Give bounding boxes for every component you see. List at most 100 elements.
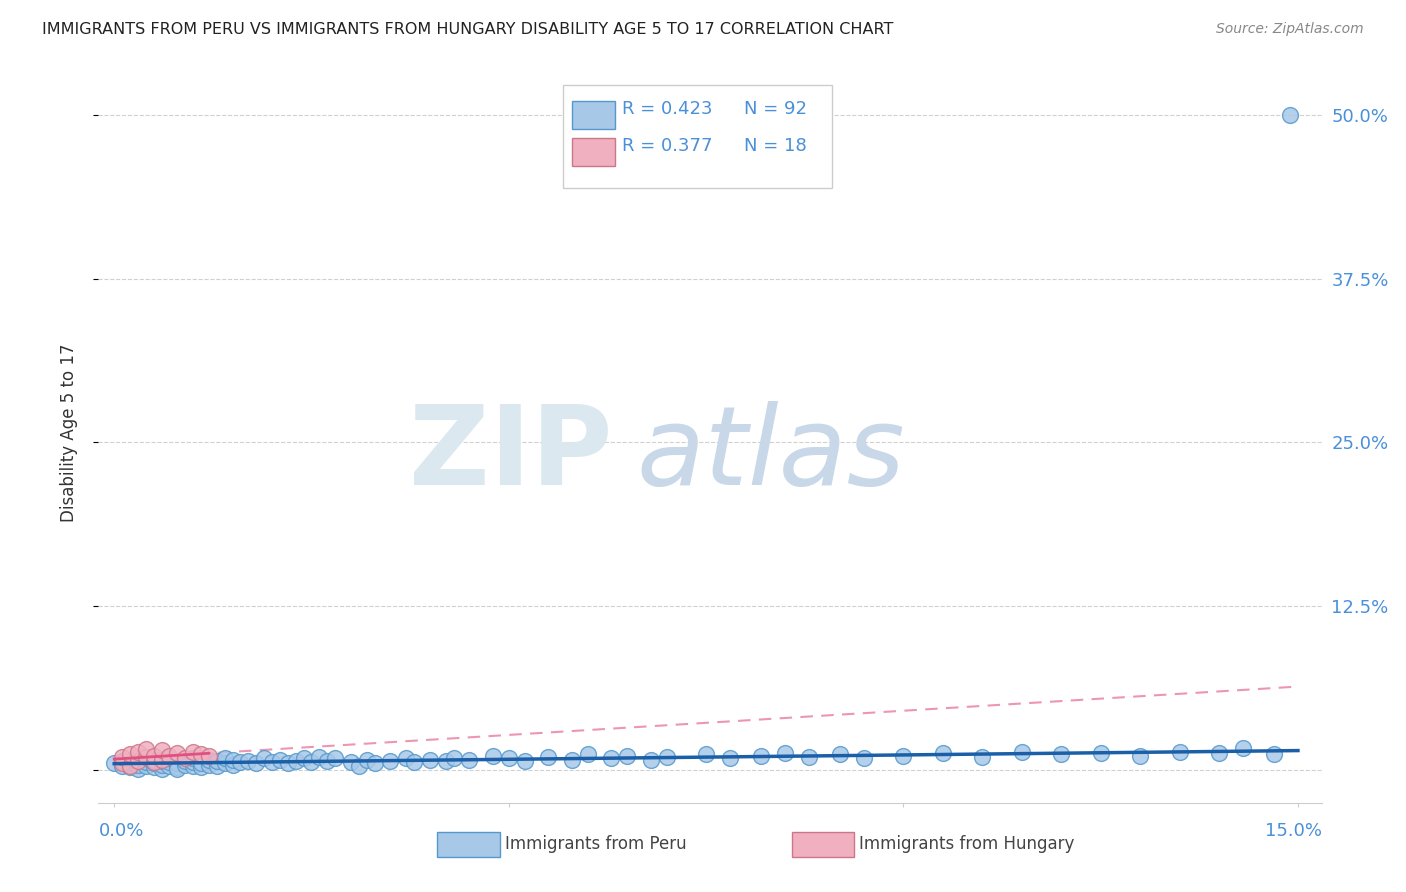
Point xyxy=(127,754,149,768)
Point xyxy=(205,754,228,768)
Point xyxy=(419,753,441,767)
Point xyxy=(245,756,267,771)
Point xyxy=(498,751,520,765)
Point xyxy=(830,747,852,762)
Point xyxy=(135,750,157,764)
Point xyxy=(127,754,149,768)
Point xyxy=(395,751,418,765)
Point xyxy=(159,751,181,765)
Point xyxy=(972,750,994,764)
Text: Immigrants from Hungary: Immigrants from Hungary xyxy=(859,835,1074,854)
Point xyxy=(142,755,165,769)
Text: R = 0.423: R = 0.423 xyxy=(621,100,713,118)
Point xyxy=(655,750,678,764)
Point xyxy=(269,753,291,767)
Point xyxy=(103,756,125,771)
Point xyxy=(380,754,402,768)
Point xyxy=(135,755,157,769)
Point xyxy=(260,755,283,769)
Point xyxy=(159,759,181,773)
Point xyxy=(482,748,505,763)
Point xyxy=(1263,747,1285,762)
Point xyxy=(316,754,339,768)
Point xyxy=(616,748,638,763)
Point xyxy=(111,756,134,771)
Point xyxy=(142,756,165,771)
Point xyxy=(135,742,157,756)
Text: R = 0.377: R = 0.377 xyxy=(621,137,713,155)
Point xyxy=(253,751,276,765)
Point xyxy=(932,746,955,760)
Point xyxy=(773,746,796,760)
Point xyxy=(1208,746,1230,760)
Point xyxy=(174,751,197,765)
FancyBboxPatch shape xyxy=(572,138,614,166)
Point xyxy=(718,751,741,765)
Point xyxy=(1090,746,1112,760)
Text: ZIP: ZIP xyxy=(409,401,612,508)
Point xyxy=(111,754,134,768)
Point xyxy=(118,759,141,773)
Text: Source: ZipAtlas.com: Source: ZipAtlas.com xyxy=(1216,22,1364,37)
Point xyxy=(150,762,173,776)
Point xyxy=(576,747,599,762)
Point xyxy=(347,759,370,773)
Point xyxy=(561,753,583,767)
Point xyxy=(135,759,157,773)
Point xyxy=(150,743,173,757)
Point xyxy=(301,755,323,769)
FancyBboxPatch shape xyxy=(572,101,614,129)
Point xyxy=(181,745,204,759)
Point xyxy=(127,757,149,772)
Point xyxy=(458,753,481,767)
Point xyxy=(238,754,260,768)
Point xyxy=(181,759,204,773)
Point xyxy=(214,756,236,771)
Point xyxy=(127,762,149,776)
Point xyxy=(292,751,315,765)
Text: N = 92: N = 92 xyxy=(744,100,807,118)
Point xyxy=(174,757,197,772)
Point xyxy=(127,745,149,759)
Point xyxy=(513,754,536,768)
Point xyxy=(118,753,141,767)
Point xyxy=(135,751,157,765)
Point xyxy=(111,759,134,773)
Point xyxy=(434,754,457,768)
Point xyxy=(142,753,165,767)
FancyBboxPatch shape xyxy=(437,831,499,857)
FancyBboxPatch shape xyxy=(564,85,832,188)
Point xyxy=(142,748,165,763)
Point xyxy=(695,747,717,762)
Point xyxy=(284,754,307,768)
Point xyxy=(150,757,173,772)
Point xyxy=(323,751,346,765)
Point xyxy=(221,753,243,767)
Point xyxy=(142,760,165,774)
Point xyxy=(1279,108,1302,122)
Point xyxy=(1168,745,1191,759)
Point xyxy=(600,751,623,765)
Point xyxy=(277,756,299,771)
Point xyxy=(150,754,173,768)
Point xyxy=(190,760,212,774)
FancyBboxPatch shape xyxy=(792,831,855,857)
Y-axis label: Disability Age 5 to 17: Disability Age 5 to 17 xyxy=(59,343,77,522)
Point xyxy=(198,757,221,772)
Point xyxy=(174,754,197,768)
Point xyxy=(166,756,188,771)
Point xyxy=(221,757,243,772)
Point xyxy=(1232,740,1254,755)
Point xyxy=(159,755,181,769)
Point xyxy=(214,751,236,765)
Text: 0.0%: 0.0% xyxy=(98,822,143,840)
Point xyxy=(749,748,772,763)
Point xyxy=(356,753,378,767)
Point xyxy=(166,762,188,776)
Text: 15.0%: 15.0% xyxy=(1264,822,1322,840)
Point xyxy=(1050,747,1073,762)
Point xyxy=(229,755,252,769)
Point xyxy=(205,759,228,773)
Point xyxy=(118,747,141,762)
Text: N = 18: N = 18 xyxy=(744,137,807,155)
